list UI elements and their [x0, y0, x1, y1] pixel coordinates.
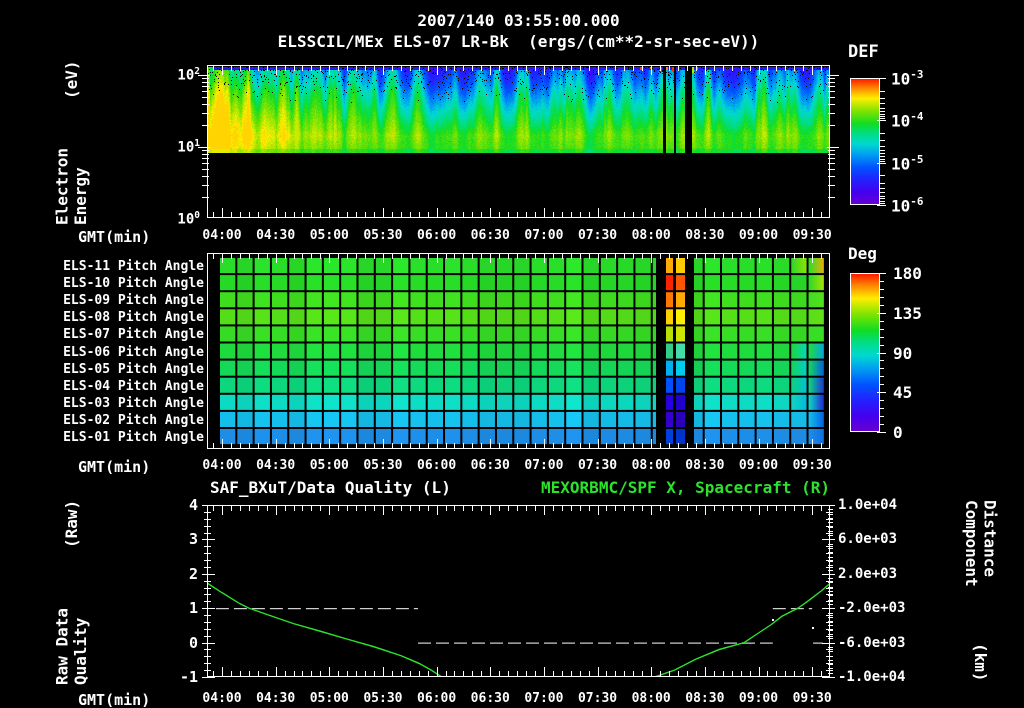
deg-colorbar-tick-label: 180: [893, 264, 922, 283]
bottom-right-tick-label: 2.0e+03: [838, 565, 898, 582]
right-y-axis-units: (km): [971, 643, 991, 682]
bottom-left-tick-label: 0: [188, 633, 198, 652]
top-ytick-10: 101: [177, 138, 200, 156]
time-tick-label: 06:30: [470, 228, 510, 243]
pitch-angle-row-label: ELS-09 Pitch Angle: [63, 293, 204, 309]
time-tick-label: 09:30: [792, 458, 832, 473]
def-colorbar-tick-label: 10-5: [891, 152, 924, 174]
bottom-left-tick-label: 4: [188, 496, 198, 514]
def-colorbar-tick-label: 10-6: [891, 195, 924, 216]
time-tick-label: 04:00: [202, 691, 242, 706]
bottom-left-tick-label: -1: [179, 668, 198, 686]
time-tick-label: 09:30: [792, 228, 832, 243]
gmt-axis-label: GMT(min): [78, 691, 151, 708]
time-tick-label: 06:30: [470, 691, 510, 706]
right-y-axis-label: Component Distance (km): [952, 500, 1008, 682]
time-tick-label: 08:30: [685, 458, 725, 473]
time-tick-label: 04:30: [256, 458, 296, 473]
time-tick-label: 08:00: [631, 691, 671, 706]
time-tick-label: 09:00: [738, 228, 779, 243]
time-tick-label: 07:00: [524, 691, 564, 706]
bottom-left-tick-label: 3: [188, 530, 198, 549]
bottom-left-series-title: SAF_BXuT/Data Quality (L): [210, 478, 451, 497]
pitch-angle-row-label: ELS-03 Pitch Angle: [63, 395, 204, 411]
time-tick-label: 05:30: [363, 228, 403, 243]
pitch-angle-row-label: ELS-01 Pitch Angle: [63, 430, 204, 445]
time-tick-label: 05:30: [363, 458, 403, 473]
top-ytick-1: 100: [177, 210, 200, 228]
top-y-axis-units: (eV): [61, 60, 81, 99]
deg-colorbar-title: Deg: [848, 244, 877, 263]
pitch-angle-row-label: ELS-07 Pitch Angle: [63, 327, 204, 343]
top-y-axis-label-text: Electron Energy: [52, 147, 90, 225]
bottom-y-axis-label: Raw Data Quality (Raw): [50, 500, 94, 685]
time-tick-label: 05:00: [309, 228, 349, 243]
time-tick-label: 04:30: [256, 228, 296, 243]
bottom-right-tick-label: 6.0e+03: [838, 531, 898, 548]
time-tick-label: 04:00: [202, 458, 242, 473]
time-tick-label: 07:30: [577, 691, 618, 706]
bottom-right-tick-label: -1.0e+04: [838, 669, 906, 685]
time-tick-label: 06:00: [417, 228, 457, 243]
time-tick-label: 07:00: [524, 228, 564, 243]
time-tick-label: 07:00: [524, 458, 564, 473]
time-tick-label: 04:00: [202, 228, 242, 243]
time-tick-label: 08:00: [631, 228, 671, 243]
bottom-right-tick-label: -6.0e+03: [838, 634, 906, 651]
time-tick-label: 07:30: [577, 458, 618, 473]
time-tick-label: 08:00: [631, 458, 671, 473]
deg-colorbar-tick-label: 135: [893, 303, 922, 323]
gmt-axis-label: GMT(min): [78, 228, 151, 246]
bottom-right-tick-label: -2.0e+03: [838, 600, 906, 617]
time-tick-label: 09:00: [738, 458, 779, 473]
time-tick-label: 06:00: [417, 691, 457, 706]
bottom-left-tick-label: 2: [188, 564, 198, 583]
right-y-axis-label-text: Component Distance: [962, 500, 1000, 587]
bottom-left-tick-label: 1: [188, 599, 198, 618]
pitch-angle-row-label: ELS-02 Pitch Angle: [63, 412, 204, 428]
pitch-angle-row-label: ELS-06 Pitch Angle: [63, 344, 204, 360]
def-colorbar-tick-label: 10-4: [891, 110, 924, 131]
pitch-angle-row-label: ELS-11 Pitch Angle: [63, 259, 204, 274]
time-tick-label: 04:30: [256, 691, 296, 706]
deg-colorbar-tick-label: 90: [893, 343, 913, 363]
gmt-axis-label: GMT(min): [78, 458, 151, 476]
deg-colorbar-tick-label: 0: [893, 423, 903, 442]
bottom-y-axis-units: (Raw): [61, 500, 81, 549]
pitch-angle-row-label: ELS-08 Pitch Angle: [63, 310, 204, 326]
time-tick-label: 05:30: [363, 691, 403, 706]
time-tick-label: 06:00: [417, 458, 457, 473]
def-colorbar-tick-label: 10-3: [891, 68, 924, 89]
bottom-right-tick-label: 1.0e+04: [838, 497, 898, 513]
time-tick-label: 09:00: [738, 691, 779, 706]
time-tick-label: 09:30: [792, 691, 832, 706]
def-colorbar-title: DEF: [848, 42, 879, 62]
pitch-angle-row-label: ELS-04 Pitch Angle: [63, 378, 204, 394]
pitch-angle-row-label: ELS-10 Pitch Angle: [63, 276, 204, 292]
bottom-y-axis-label-text: Raw Data Quality: [52, 607, 90, 685]
time-tick-label: 07:30: [577, 228, 618, 243]
top-y-axis-label: Electron Energy (eV): [50, 60, 94, 225]
time-tick-label: 06:30: [470, 458, 510, 473]
time-tick-label: 08:30: [685, 228, 725, 243]
time-tick-label: 05:00: [309, 458, 349, 473]
bottom-right-series-title: MEXORBMC/SPF X, Spacecraft (R): [541, 478, 830, 497]
top-ytick-100: 102: [177, 66, 200, 84]
time-tick-label: 05:00: [309, 691, 349, 706]
pitch-angle-row-label: ELS-05 Pitch Angle: [63, 361, 204, 377]
time-tick-label: 08:30: [685, 691, 725, 706]
deg-colorbar-tick-label: 45: [893, 383, 913, 403]
